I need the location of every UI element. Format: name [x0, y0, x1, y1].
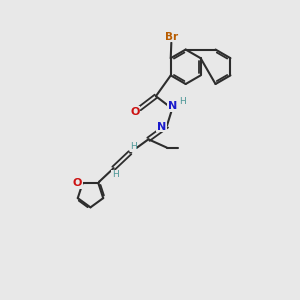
- Text: H: H: [179, 97, 186, 106]
- Text: O: O: [130, 107, 140, 117]
- Text: H: H: [130, 142, 137, 151]
- Text: Br: Br: [165, 32, 178, 42]
- Text: H: H: [112, 170, 119, 179]
- Text: O: O: [73, 178, 82, 188]
- Text: N: N: [157, 122, 166, 132]
- Text: N: N: [168, 101, 177, 111]
